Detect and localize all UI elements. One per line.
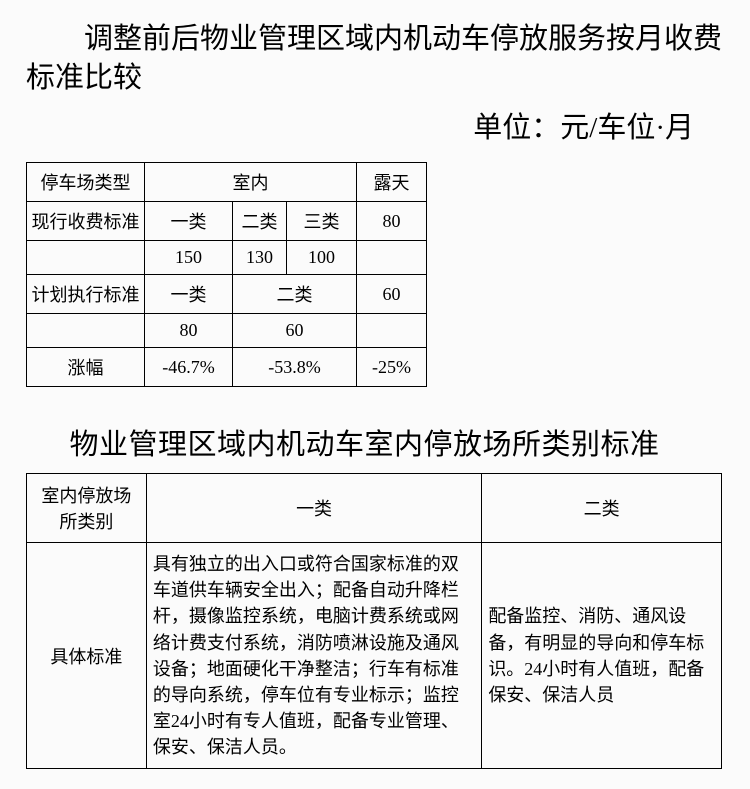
t1-r6c4: -25% [357, 348, 427, 387]
t1-r1c1: 停车场类型 [27, 163, 145, 202]
t1-r5c1 [27, 314, 145, 348]
t1-r3c4: 100 [287, 241, 357, 275]
t1-r1c3: 露天 [357, 163, 427, 202]
t1-r2c2: 一类 [145, 202, 233, 241]
t1-r3c5 [357, 241, 427, 275]
comparison-table: 停车场类型 室内 露天 现行收费标准 一类 二类 三类 80 150 130 1… [26, 162, 427, 387]
t2-h3: 二类 [482, 474, 722, 543]
standards-table: 室内停放场所类别 一类 二类 具体标准 具有独立的出入口或符合国家标准的双车道供… [26, 473, 722, 769]
t1-r4c3: 二类 [233, 275, 357, 314]
t1-r6c3: -53.8% [233, 348, 357, 387]
t1-r2c4: 三类 [287, 202, 357, 241]
t1-r3c2: 150 [145, 241, 233, 275]
t1-r3c3: 130 [233, 241, 287, 275]
t1-r4c2: 一类 [145, 275, 233, 314]
t1-r3c1 [27, 241, 145, 275]
title-2: 物业管理区域内机动车室内停放场所类别标准 [26, 421, 724, 463]
t1-r6c1: 涨幅 [27, 348, 145, 387]
t1-r1c2: 室内 [145, 163, 357, 202]
t1-r4c4: 60 [357, 275, 427, 314]
t2-c2: 配备监控、消防、通风设备，有明显的导向和停车标识。24小时有人值班，配备保安、保… [482, 543, 722, 769]
t1-r6c2: -46.7% [145, 348, 233, 387]
t2-h2: 一类 [146, 474, 481, 543]
t2-c1: 具有独立的出入口或符合国家标准的双车道供车辆安全出入；配备自动升降栏杆，摄像监控… [146, 543, 481, 769]
t1-r5c3: 60 [233, 314, 357, 348]
t1-r5c4 [357, 314, 427, 348]
t2-r1: 具体标准 [27, 543, 147, 769]
title-1: 调整前后物业管理区域内机动车停放服务按月收费标准比较 [26, 20, 724, 98]
t2-h1: 室内停放场所类别 [27, 474, 147, 543]
t1-r5c2: 80 [145, 314, 233, 348]
unit-label: 单位：元/车位·月 [26, 104, 724, 146]
t1-r2c3: 二类 [233, 202, 287, 241]
t1-r4c1: 计划执行标准 [27, 275, 145, 314]
t1-r2c1: 现行收费标准 [27, 202, 145, 241]
t1-r2c5: 80 [357, 202, 427, 241]
